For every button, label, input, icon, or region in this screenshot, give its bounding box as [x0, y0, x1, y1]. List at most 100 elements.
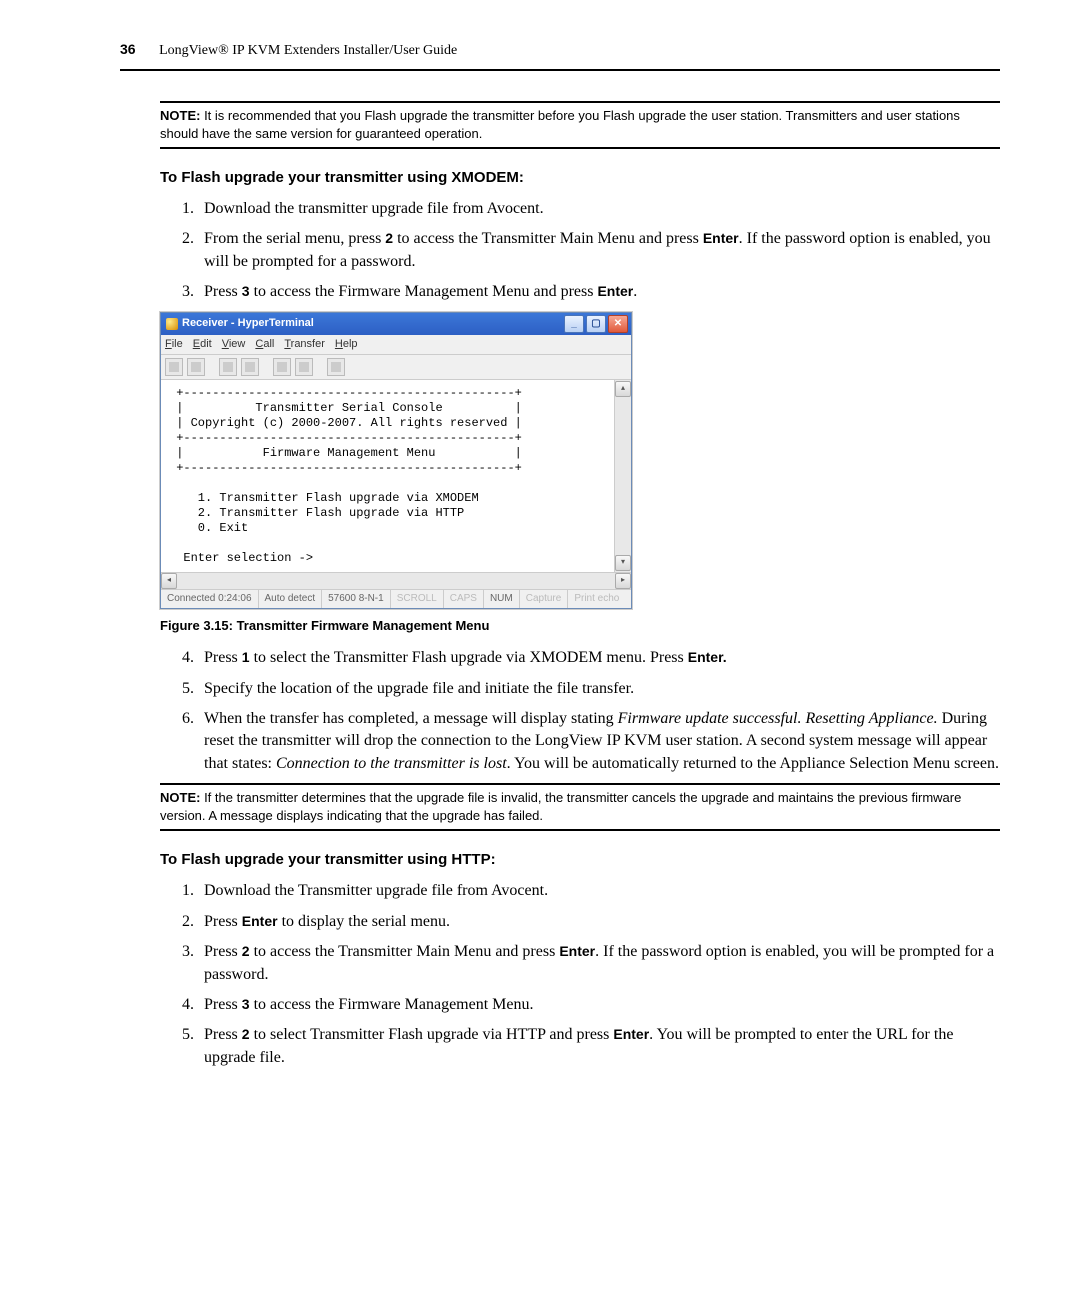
key-enter: Enter	[242, 913, 278, 929]
toolbar-receive-icon[interactable]	[295, 358, 313, 376]
heading-http: To Flash upgrade your transmitter using …	[160, 849, 1000, 870]
t: to access the Transmitter Main Menu and …	[393, 230, 703, 247]
note-2: NOTE: If the transmitter determines that…	[160, 789, 1000, 825]
http-step-3: Press 2 to access the Transmitter Main M…	[198, 941, 1000, 986]
menu-file[interactable]: File	[165, 337, 183, 352]
toolbar-open-icon[interactable]	[187, 358, 205, 376]
ht-title: Receiver - HyperTerminal	[182, 316, 314, 331]
page-number: 36	[120, 41, 136, 57]
toolbar-call-icon[interactable]	[219, 358, 237, 376]
maximize-button[interactable]: ▢	[586, 315, 606, 333]
rule-top-note1	[160, 101, 1000, 103]
status-num: NUM	[484, 590, 520, 608]
note1-text: It is recommended that you Flash upgrade…	[160, 108, 960, 141]
scroll-left-icon[interactable]: ◂	[161, 573, 177, 589]
status-printecho: Print echo	[568, 590, 625, 608]
figure-caption: Figure 3.15: Transmitter Firmware Manage…	[160, 617, 1000, 635]
key-2: 2	[385, 230, 393, 246]
http-step-2: Press Enter to display the serial menu.	[198, 911, 1000, 933]
running-title: LongView® IP KVM Extenders Installer/Use…	[159, 43, 457, 58]
key-1: 1	[242, 649, 250, 665]
xmodem-step-1: Download the transmitter upgrade file fr…	[198, 198, 1000, 220]
t: to select the Transmitter Flash upgrade …	[250, 649, 642, 666]
key-2: 2	[242, 1026, 250, 1042]
t: From the serial menu, press	[204, 230, 385, 247]
xmodem-step-1-text: Download the transmitter upgrade file fr…	[204, 200, 544, 217]
minimize-button[interactable]: _	[564, 315, 584, 333]
http-steps-list: Download the Transmitter upgrade file fr…	[160, 880, 1000, 1069]
key-3: 3	[242, 996, 250, 1012]
note1-label: NOTE:	[160, 108, 200, 123]
status-autodetect: Auto detect	[259, 590, 323, 608]
h-scroll-track[interactable]	[178, 574, 614, 588]
menu-help[interactable]: Help	[335, 337, 358, 352]
t: Press	[204, 649, 242, 666]
t: to select Transmitter Flash upgrade via …	[250, 1026, 614, 1043]
page-header: 36 LongView® IP KVM Extenders Installer/…	[120, 40, 1000, 71]
toolbar-properties-icon[interactable]	[327, 358, 345, 376]
key-enter: Enter.	[688, 649, 727, 665]
xmodem-step-5: Specify the location of the upgrade file…	[198, 678, 1000, 700]
t: Download the Transmitter upgrade file fr…	[204, 882, 548, 899]
t: to access the Transmitter Main Menu and …	[250, 943, 560, 960]
note2-text: If the transmitter determines that the u…	[160, 790, 961, 823]
t: to access the Firmware Management Menu.	[250, 996, 534, 1013]
status-scroll: SCROLL	[391, 590, 444, 608]
rule-bottom-note2	[160, 829, 1000, 831]
status-capture: Capture	[520, 590, 569, 608]
ht-titlebar[interactable]: Receiver - HyperTerminal _ ▢ ✕	[161, 313, 631, 335]
t: Press	[204, 283, 242, 300]
ht-window-controls: _ ▢ ✕	[564, 315, 628, 333]
t: to display the serial menu.	[278, 913, 450, 930]
key-enter: Enter	[597, 283, 633, 299]
ht-statusbar: Connected 0:24:06 Auto detect 57600 8-N-…	[161, 589, 631, 608]
t: Specify the location of the upgrade file…	[204, 680, 634, 697]
t: When the transfer has completed, a messa…	[204, 710, 618, 727]
menu-transfer[interactable]: Transfer	[284, 337, 325, 352]
horizontal-scrollbar[interactable]: ◂ ▸	[161, 572, 631, 589]
menu-view[interactable]: View	[222, 337, 246, 352]
italic-msg-1: Firmware update successful. Resetting Ap…	[618, 710, 938, 727]
t: Press	[204, 913, 242, 930]
content-area: NOTE: It is recommended that you Flash u…	[160, 101, 1000, 1070]
scroll-down-icon[interactable]: ▾	[615, 555, 631, 571]
key-enter: Enter	[703, 230, 739, 246]
ht-terminal-output[interactable]: +---------------------------------------…	[161, 380, 614, 572]
scroll-up-icon[interactable]: ▴	[615, 381, 631, 397]
close-button[interactable]: ✕	[608, 315, 628, 333]
http-step-5: Press 2 to select Transmitter Flash upgr…	[198, 1024, 1000, 1069]
scroll-right-icon[interactable]: ▸	[615, 573, 631, 589]
toolbar-send-icon[interactable]	[273, 358, 291, 376]
key-enter: Enter	[613, 1026, 649, 1042]
heading-xmodem: To Flash upgrade your transmitter using …	[160, 167, 1000, 188]
status-baud: 57600 8-N-1	[322, 590, 391, 608]
http-step-1: Download the Transmitter upgrade file fr…	[198, 880, 1000, 902]
xmodem-steps-list-1: Download the transmitter upgrade file fr…	[160, 198, 1000, 304]
rule-top-note2	[160, 783, 1000, 785]
status-caps: CAPS	[444, 590, 484, 608]
t: Press	[204, 996, 242, 1013]
note2-label: NOTE:	[160, 790, 200, 805]
toolbar-new-icon[interactable]	[165, 358, 183, 376]
t: .	[633, 283, 637, 300]
xmodem-step-3: Press 3 to access the Firmware Managemen…	[198, 281, 1000, 303]
hyperterminal-window: Receiver - HyperTerminal _ ▢ ✕ File Edit…	[160, 312, 632, 609]
key-2: 2	[242, 943, 250, 959]
menu-call[interactable]: Call	[255, 337, 274, 352]
t: . Press	[642, 649, 688, 666]
ht-content-wrap: +---------------------------------------…	[161, 380, 631, 572]
ht-app-icon	[166, 318, 178, 330]
vertical-scrollbar[interactable]: ▴ ▾	[614, 380, 631, 572]
t: Press	[204, 943, 242, 960]
toolbar-hangup-icon[interactable]	[241, 358, 259, 376]
key-enter: Enter	[559, 943, 595, 959]
xmodem-step-6: When the transfer has completed, a messa…	[198, 708, 1000, 775]
ht-menubar: File Edit View Call Transfer Help	[161, 335, 631, 355]
menu-edit[interactable]: Edit	[193, 337, 212, 352]
ht-toolbar	[161, 355, 631, 380]
xmodem-steps-list-2: Press 1 to select the Transmitter Flash …	[160, 647, 1000, 775]
key-3: 3	[242, 283, 250, 299]
http-step-4: Press 3 to access the Firmware Managemen…	[198, 994, 1000, 1016]
t: to access the Firmware Management Menu a…	[250, 283, 598, 300]
t: Press	[204, 1026, 242, 1043]
